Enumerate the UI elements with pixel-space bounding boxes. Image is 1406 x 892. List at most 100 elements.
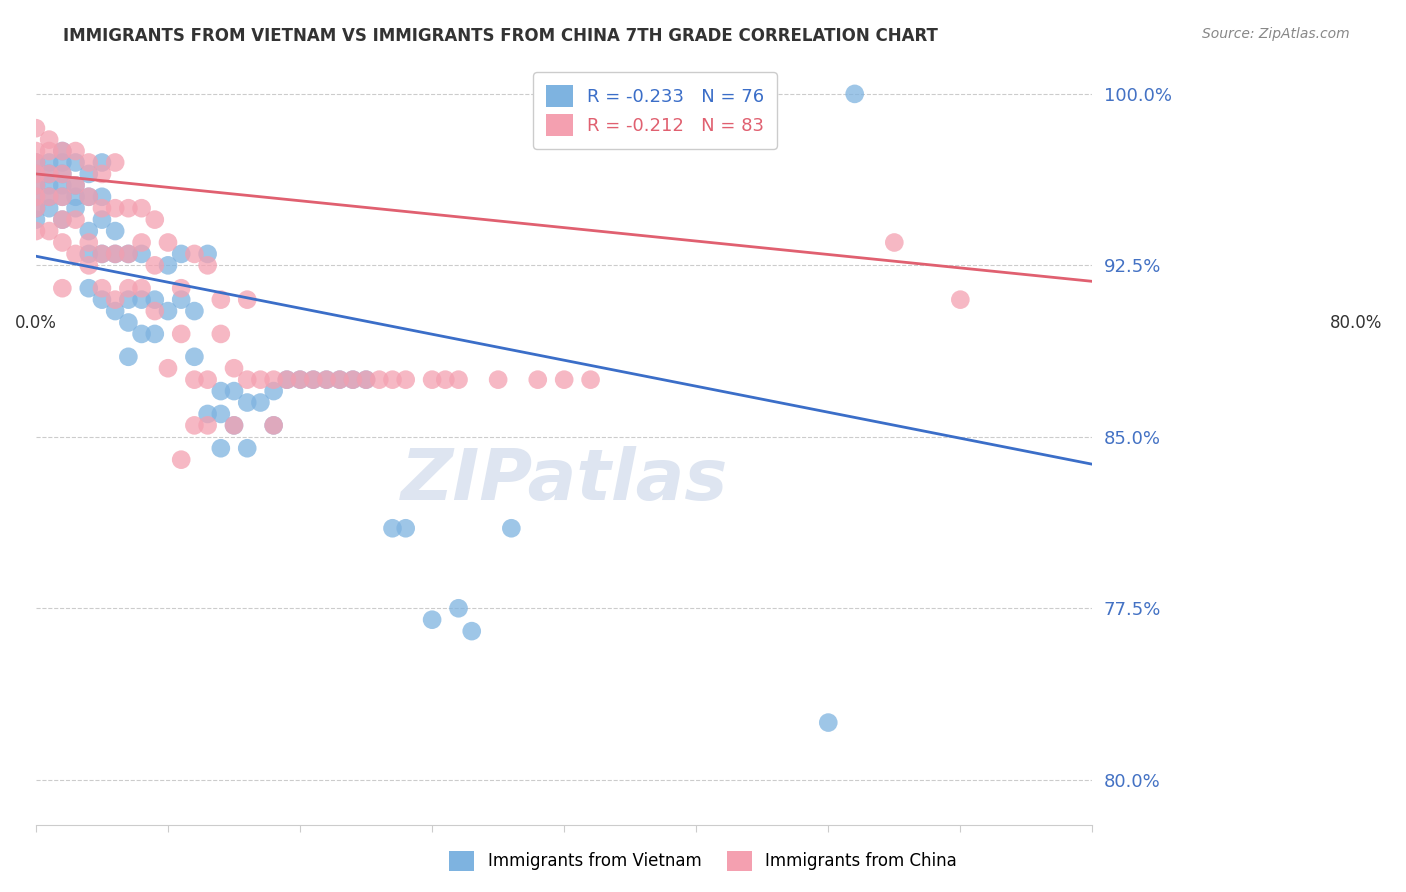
- Point: [817, 715, 839, 730]
- Point: [447, 373, 470, 387]
- Point: [222, 418, 245, 433]
- Point: [38, 224, 60, 238]
- Point: [222, 384, 245, 398]
- Point: [183, 304, 205, 318]
- Text: IMMIGRANTS FROM VIETNAM VS IMMIGRANTS FROM CHINA 7TH GRADE CORRELATION CHART: IMMIGRANTS FROM VIETNAM VS IMMIGRANTS FR…: [63, 27, 938, 45]
- Point: [263, 418, 285, 433]
- Point: [38, 178, 60, 193]
- Point: [420, 373, 443, 387]
- Point: [51, 281, 73, 295]
- Point: [222, 418, 245, 433]
- Text: 80.0%: 80.0%: [1330, 314, 1382, 332]
- Point: [38, 155, 60, 169]
- Point: [51, 144, 73, 158]
- Point: [156, 304, 179, 318]
- Point: [38, 201, 60, 215]
- Point: [65, 212, 87, 227]
- Point: [91, 201, 114, 215]
- Point: [143, 258, 166, 272]
- Point: [420, 613, 443, 627]
- Point: [38, 133, 60, 147]
- Point: [553, 373, 575, 387]
- Point: [131, 326, 153, 341]
- Point: [302, 373, 325, 387]
- Text: ZIPatlas: ZIPatlas: [401, 446, 728, 516]
- Point: [447, 601, 470, 615]
- Point: [249, 395, 271, 409]
- Point: [236, 373, 259, 387]
- Point: [51, 144, 73, 158]
- Point: [104, 224, 127, 238]
- Point: [104, 304, 127, 318]
- Point: [91, 293, 114, 307]
- Point: [51, 155, 73, 169]
- Point: [38, 190, 60, 204]
- Point: [51, 167, 73, 181]
- Point: [209, 384, 232, 398]
- Point: [197, 418, 219, 433]
- Point: [276, 373, 298, 387]
- Text: 0.0%: 0.0%: [15, 314, 56, 332]
- Point: [131, 247, 153, 261]
- Point: [77, 224, 100, 238]
- Point: [91, 281, 114, 295]
- Point: [209, 326, 232, 341]
- Point: [117, 201, 139, 215]
- Point: [51, 190, 73, 204]
- Point: [263, 384, 285, 398]
- Point: [501, 521, 523, 535]
- Point: [25, 155, 48, 169]
- Point: [844, 87, 866, 101]
- Point: [77, 235, 100, 250]
- Point: [117, 316, 139, 330]
- Point: [77, 155, 100, 169]
- Point: [381, 373, 404, 387]
- Legend: Immigrants from Vietnam, Immigrants from China: Immigrants from Vietnam, Immigrants from…: [441, 842, 965, 880]
- Point: [329, 373, 352, 387]
- Point: [25, 167, 48, 181]
- Point: [170, 326, 193, 341]
- Point: [263, 418, 285, 433]
- Point: [209, 293, 232, 307]
- Point: [51, 190, 73, 204]
- Point: [315, 373, 337, 387]
- Point: [197, 373, 219, 387]
- Point: [38, 167, 60, 181]
- Point: [77, 167, 100, 181]
- Point: [104, 247, 127, 261]
- Text: Source: ZipAtlas.com: Source: ZipAtlas.com: [1202, 27, 1350, 41]
- Point: [395, 521, 418, 535]
- Point: [25, 167, 48, 181]
- Point: [25, 178, 48, 193]
- Point: [883, 235, 905, 250]
- Point: [77, 258, 100, 272]
- Point: [183, 350, 205, 364]
- Point: [197, 247, 219, 261]
- Point: [65, 144, 87, 158]
- Point: [91, 167, 114, 181]
- Point: [65, 178, 87, 193]
- Point: [25, 212, 48, 227]
- Point: [156, 258, 179, 272]
- Point: [434, 373, 457, 387]
- Point: [77, 247, 100, 261]
- Point: [288, 373, 311, 387]
- Point: [236, 442, 259, 456]
- Point: [91, 155, 114, 169]
- Point: [170, 281, 193, 295]
- Point: [526, 373, 548, 387]
- Point: [65, 178, 87, 193]
- Point: [354, 373, 377, 387]
- Point: [65, 190, 87, 204]
- Point: [209, 442, 232, 456]
- Point: [25, 178, 48, 193]
- Point: [156, 361, 179, 376]
- Point: [197, 407, 219, 421]
- Point: [143, 326, 166, 341]
- Point: [25, 190, 48, 204]
- Point: [131, 235, 153, 250]
- Point: [104, 293, 127, 307]
- Point: [51, 178, 73, 193]
- Point: [91, 247, 114, 261]
- Point: [131, 281, 153, 295]
